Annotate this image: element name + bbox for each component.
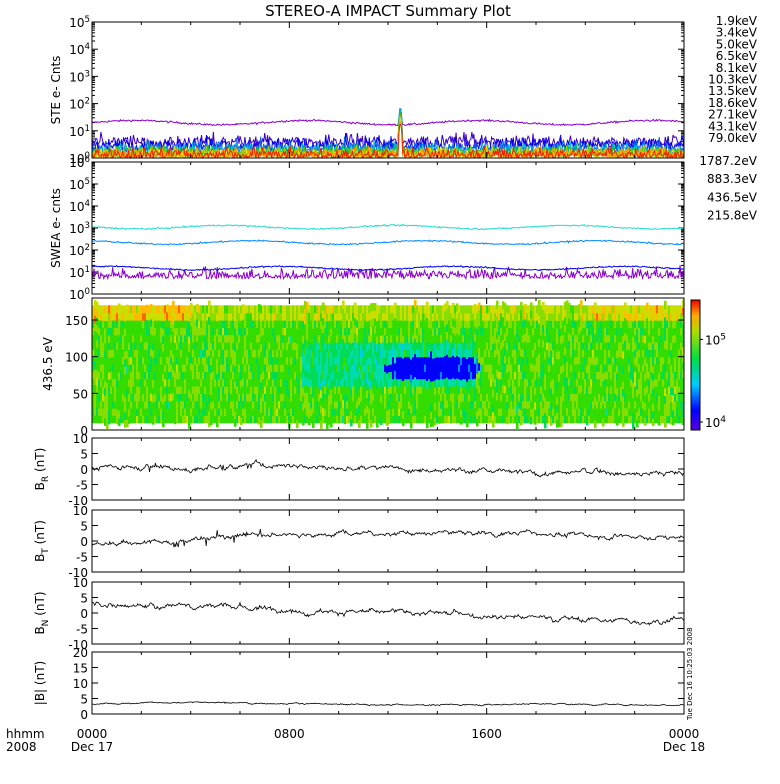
plot-title: STEREO-A IMPACT Summary Plot [265,2,511,20]
panel-frame [92,22,684,158]
series-line-6.5keV [92,109,684,153]
series-group [92,224,684,278]
y-tick-label: 101 [69,124,90,139]
series-line-5.0keV [92,110,684,150]
y-tick-label: 104 [69,42,90,57]
y-axis-label: SWEA e- cnts [49,188,63,268]
swea-panel: 100 101 102 103 104 105 106 SWEA e- cnts [49,155,684,302]
y-tick-label: 103 [69,221,90,236]
y-tick-label: 105 [69,177,90,192]
series-line-436.5eV [92,240,684,245]
series-line-883.3eV [92,266,684,271]
series-line-215.8eV [92,224,684,229]
y-tick-label: 105 [69,15,90,30]
series-group [92,109,684,158]
y-tick-label: 106 [69,155,90,170]
y-tick-label: 103 [69,69,90,84]
y-tick-label: 104 [69,199,90,214]
series-line-1.9keV [92,116,684,126]
heatmap-cells [92,299,685,429]
y-tick-label: 100 [69,287,90,302]
y-tick-label: 101 [69,265,90,280]
y-axis-label: STE e- Cnts [49,56,63,125]
y-tick-label: 102 [69,97,90,112]
y-tick-label: 102 [69,243,90,258]
